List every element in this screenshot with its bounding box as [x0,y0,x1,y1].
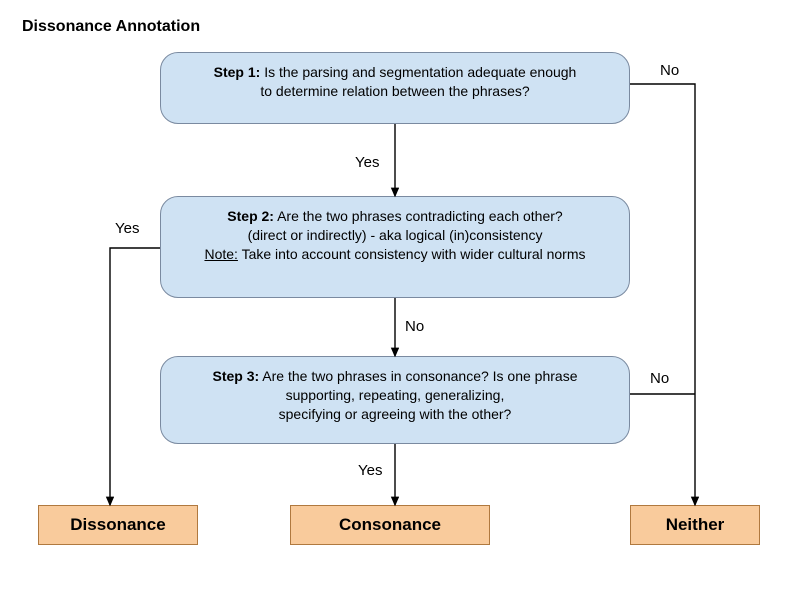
step-3-box: Step 3: Are the two phrases in consonanc… [160,356,630,444]
page-title: Dissonance Annotation [22,18,200,36]
step-2-note-label: Note: [204,246,237,262]
edge-s1-no [630,84,695,505]
step-2-label: Step 2: [227,208,274,224]
result-consonance: Consonance [290,505,490,545]
step-2-line2: (direct or indirectly) - aka logical (in… [248,227,543,243]
step-3-line2: supporting, repeating, generalizing, [286,387,505,403]
step-3-line3: specifying or agreeing with the other? [279,406,512,422]
step-3-line1: Are the two phrases in consonance? Is on… [259,368,577,384]
step-1-box: Step 1: Is the parsing and segmentation … [160,52,630,124]
step-2-box: Step 2: Are the two phrases contradictin… [160,196,630,298]
step-3-label: Step 3: [212,368,259,384]
edge-s2-yes [110,248,160,505]
edge-label-s2-no: No [405,318,424,335]
edge-label-s3-yes: Yes [358,462,382,479]
step-1-line1: Is the parsing and segmentation adequate… [260,64,576,80]
step-1-line2: to determine relation between the phrase… [260,83,529,99]
edge-label-s1-no: No [660,62,679,79]
result-neither-label: Neither [666,515,725,535]
step-1-label: Step 1: [214,64,261,80]
step-2-line1: Are the two phrases contradicting each o… [274,208,563,224]
result-dissonance-label: Dissonance [70,515,165,535]
edge-label-s1-yes: Yes [355,154,379,171]
step-2-note-text: Take into account consistency with wider… [238,246,586,262]
result-consonance-label: Consonance [339,515,441,535]
edge-label-s2-yes: Yes [115,220,139,237]
result-dissonance: Dissonance [38,505,198,545]
result-neither: Neither [630,505,760,545]
edge-label-s3-no: No [650,370,669,387]
